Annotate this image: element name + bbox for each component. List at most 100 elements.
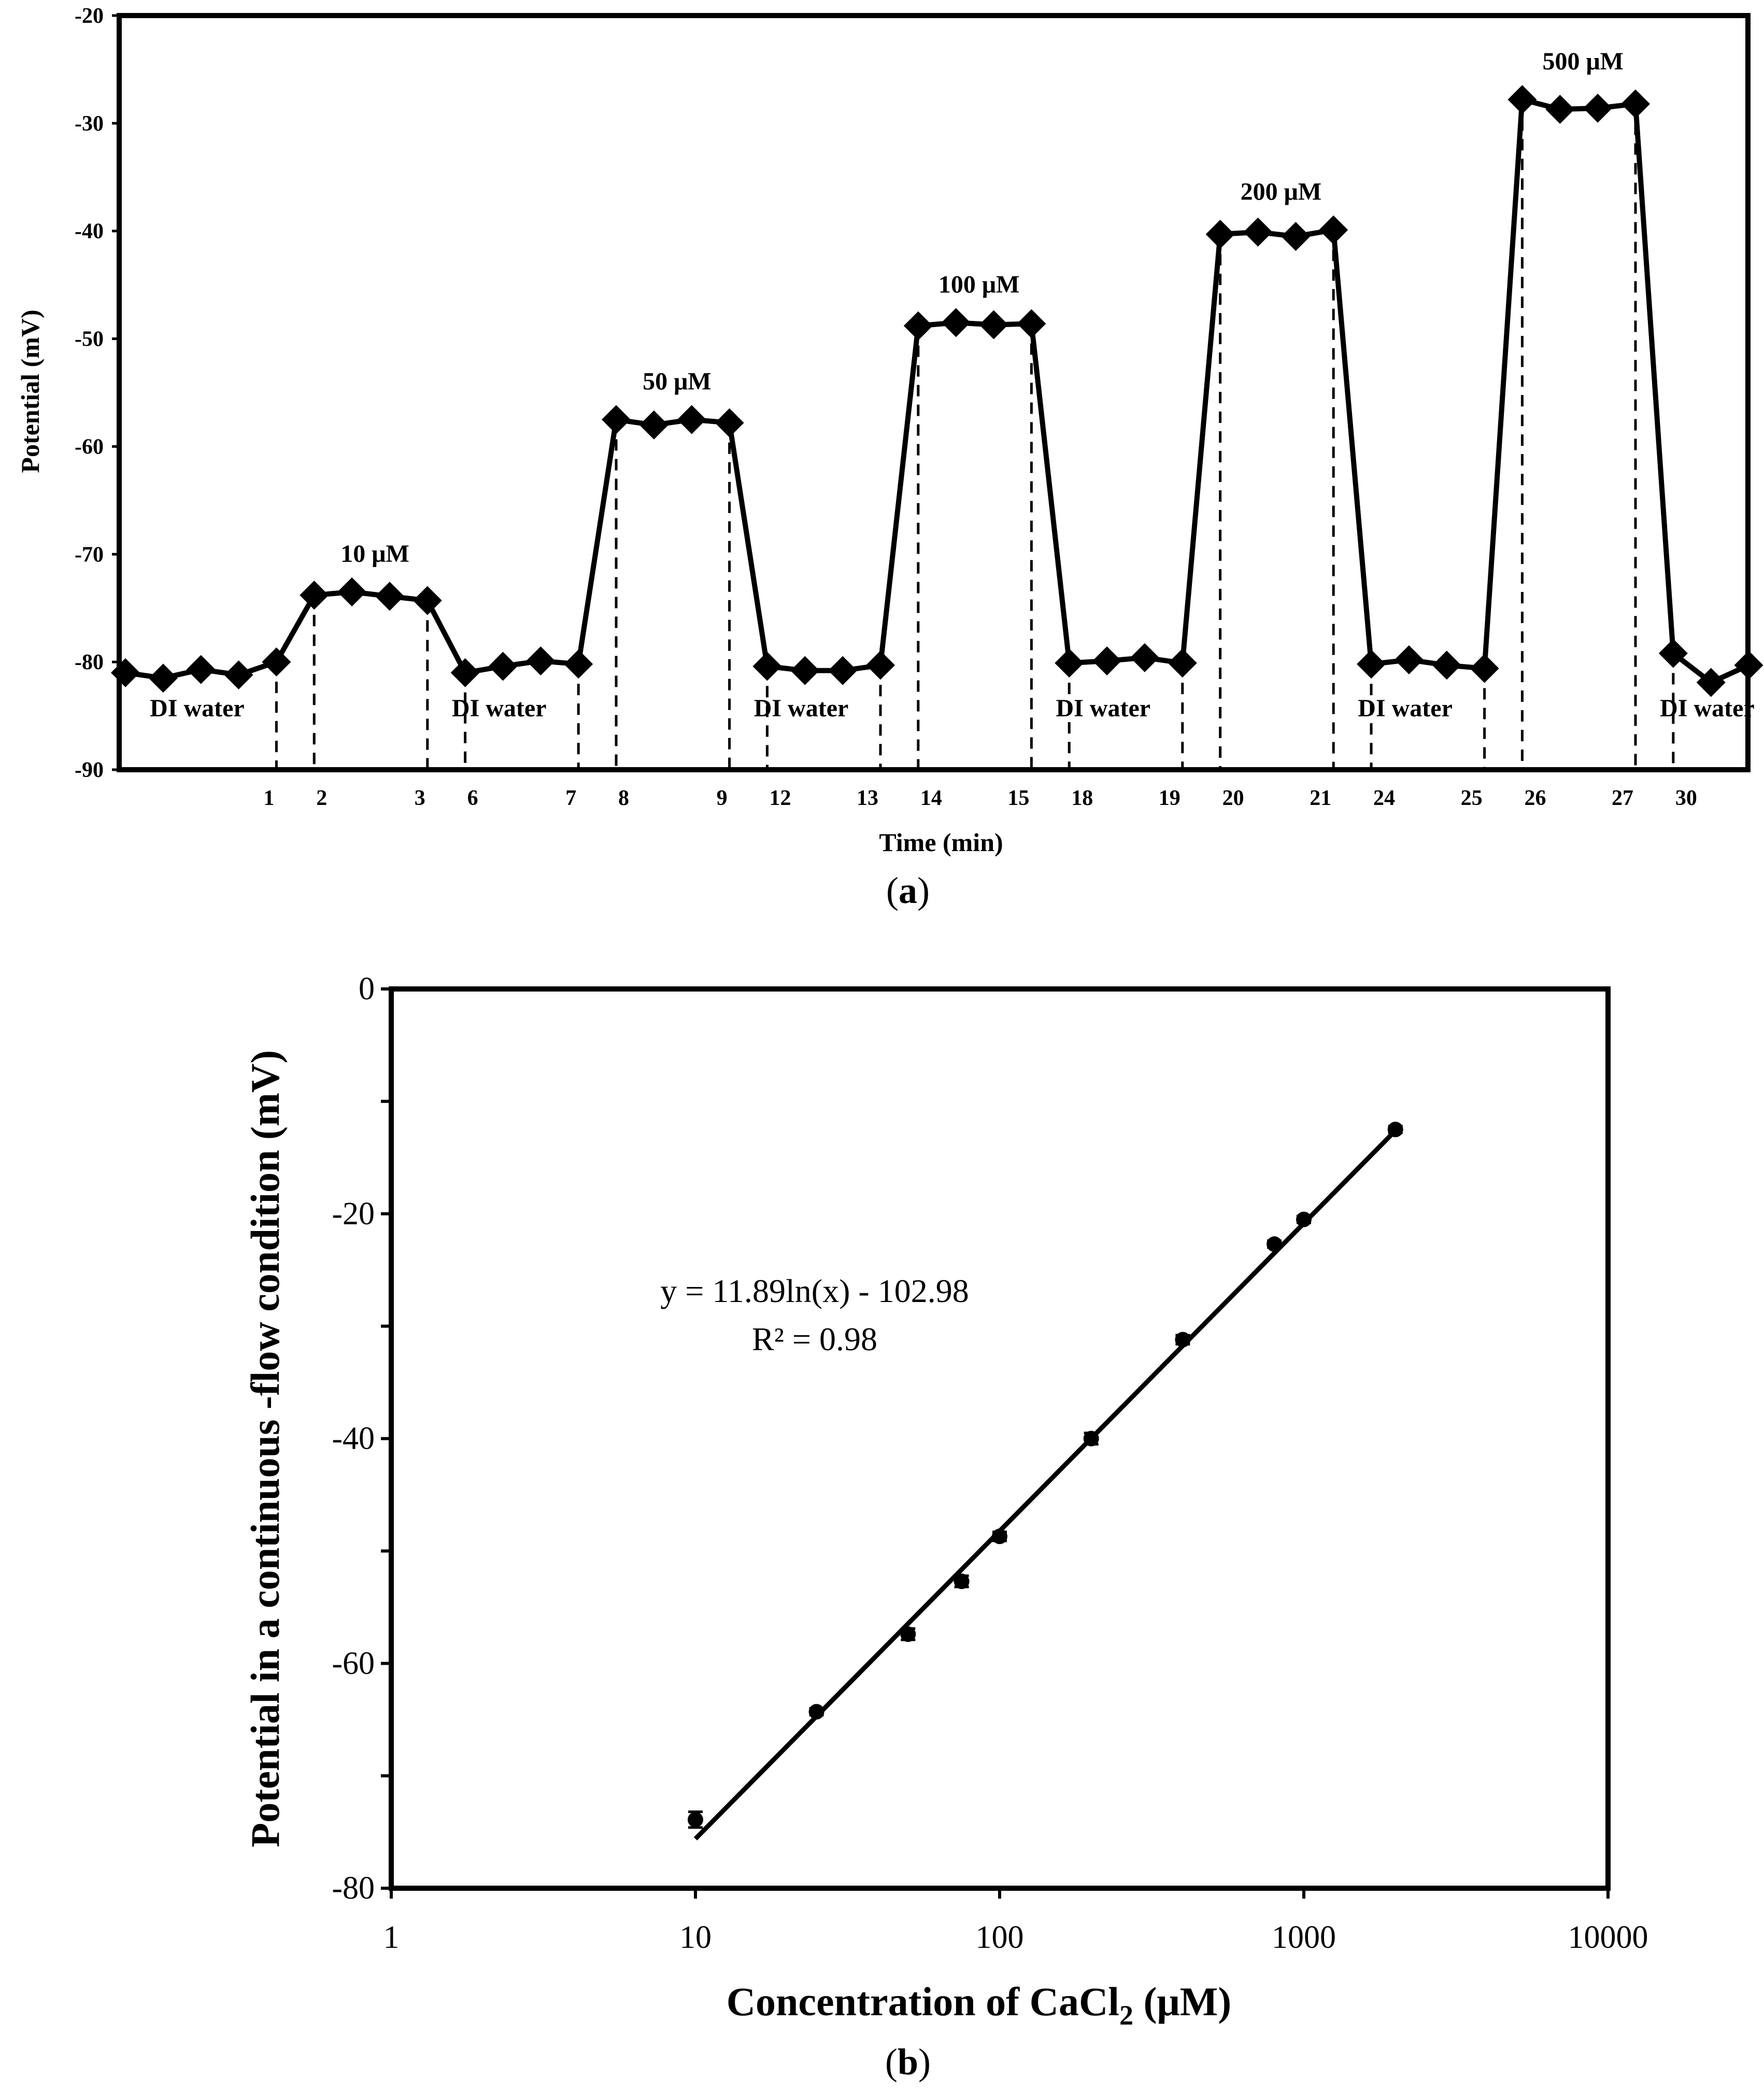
diamond-marker — [375, 582, 404, 611]
x-tick-label-a: 24 — [1373, 786, 1395, 810]
x-tick-label-a: 26 — [1524, 786, 1546, 810]
x-tick-label-b: 100 — [976, 1920, 1024, 1955]
diamond-marker — [1658, 639, 1688, 668]
di-water-labels: DI water DI water DI water DI water DI water… — [150, 695, 1755, 722]
panel-label-a: (a) — [886, 870, 930, 911]
diamond-marker — [790, 656, 820, 685]
diamond-marker — [224, 660, 253, 690]
plot-frame-a — [117, 13, 1751, 772]
y-tick-label-b: -40 — [332, 1421, 375, 1456]
diamond-marker — [1696, 668, 1726, 697]
data-point — [954, 1573, 970, 1589]
diamond-marker — [1243, 217, 1273, 247]
diamond-marker — [979, 310, 1008, 339]
x-axis-title-b-main: Concentration of CaCl — [727, 1979, 1119, 2024]
diamond-marker — [715, 408, 744, 437]
trendline-equation: y = 11.89ln(x) - 102.98 — [660, 1272, 969, 1309]
y-axis-title-a: Potential (mV) — [16, 309, 45, 473]
diamond-marker — [602, 405, 631, 434]
x-tick-label-a: 21 — [1310, 786, 1331, 810]
x-tick-label-b: 10 — [679, 1920, 712, 1955]
diamond-marker — [450, 658, 480, 687]
diamond-marker — [1583, 93, 1613, 123]
data-point — [688, 1812, 703, 1828]
diamond-marker — [337, 577, 367, 607]
data-point — [1267, 1236, 1283, 1252]
diamond-marker — [1055, 648, 1084, 678]
y-tick-label-a: -20 — [75, 4, 104, 28]
y-tick-label-a: -40 — [75, 220, 104, 244]
diamond-marker — [412, 586, 442, 615]
x-tick-label-a: 7 — [565, 786, 576, 810]
x-tick-label-a: 3 — [415, 786, 425, 810]
concentration-label: 50 μM — [643, 367, 712, 395]
data-point — [1083, 1431, 1099, 1447]
diamond-marker — [526, 646, 556, 676]
x-tick-label-a: 13 — [857, 786, 878, 810]
x-tick-label-b: 1 — [383, 1920, 400, 1955]
concentration-label: 10 μM — [340, 540, 409, 568]
y-tick-label-b: -60 — [332, 1646, 375, 1681]
x-axis-title-b-unit: (μM) — [1133, 1979, 1231, 2024]
x-tick-label-a: 14 — [920, 786, 942, 810]
chart-a: -20-30-40-50-60-70-80-90 1 2 3 6 7 8 9 12 13 14 15… — [16, 4, 1763, 911]
r-squared: R² = 0.98 — [752, 1321, 877, 1357]
diamond-marker — [1545, 94, 1575, 124]
di-water-label: DI water — [1358, 695, 1453, 722]
series-markers-potential — [111, 85, 1763, 697]
diamond-marker — [677, 405, 706, 434]
panel-letter-b: b — [898, 2041, 918, 2083]
diamond-marker — [186, 655, 216, 684]
y-tick-label-a: -30 — [75, 112, 104, 136]
diamond-marker — [1394, 645, 1424, 674]
diamond-marker — [1432, 650, 1461, 680]
di-water-label: DI water — [1660, 695, 1755, 722]
x-axis-title-a: Time (min) — [879, 828, 1003, 857]
y-tick-label-a: -70 — [75, 543, 104, 567]
x-tick-label-b: 1000 — [1272, 1920, 1336, 1955]
x-tick-label-a: 1 — [263, 786, 274, 810]
diamond-marker — [488, 652, 518, 681]
y-axis-title-b: Potential in a continuous -flow conditio… — [243, 1050, 288, 1847]
diamond-marker — [1205, 219, 1235, 249]
diamond-marker — [1017, 309, 1046, 338]
panel-label-b: (b) — [885, 2041, 931, 2083]
diamond-marker — [903, 311, 933, 341]
x-axis-title-b-sub: 2 — [1119, 2000, 1133, 2031]
concentration-annotations: 10 μM 50 μM 100 μM 200 μM 500 μM — [340, 48, 1624, 568]
x-tick-label-a: 25 — [1461, 786, 1483, 810]
di-water-label: DI water — [150, 695, 245, 722]
segment-boundary-lines — [275, 100, 1675, 770]
diamond-marker — [564, 649, 593, 679]
diamond-marker — [1130, 643, 1159, 672]
diamond-marker — [148, 663, 178, 693]
series-line-potential — [125, 97, 1750, 685]
x-tick-label-a: 20 — [1222, 786, 1244, 810]
diamond-marker — [1507, 85, 1537, 115]
x-tick-label-a: 15 — [1007, 786, 1029, 810]
data-point — [992, 1529, 1007, 1545]
x-axis-ticks-b: 1 10 100 1000 10000 — [383, 1888, 1648, 1955]
diamond-marker — [300, 581, 329, 610]
x-tick-label-a: 12 — [769, 786, 791, 810]
di-water-label: DI water — [1056, 695, 1151, 722]
x-tick-label-b: 10000 — [1568, 1920, 1648, 1955]
x-tick-label-a: 9 — [717, 786, 728, 810]
y-tick-label-a: -50 — [75, 328, 104, 351]
data-point — [900, 1626, 916, 1642]
diamond-marker — [1319, 215, 1348, 245]
diamond-marker — [752, 652, 782, 681]
x-tick-label-a: 8 — [618, 786, 629, 810]
concentration-label: 100 μM — [938, 271, 1020, 298]
y-axis-ticks-a: -20 -30 -40 -50 -60 -70 -80 -90 — [75, 4, 119, 782]
y-tick-label-a: -60 — [75, 435, 104, 459]
x-axis-ticks-a: 1 2 3 6 7 8 9 12 13 14 15 18 19 20 21 24 25 26 27 30 — [263, 786, 1697, 810]
panel-letter-a: a — [899, 870, 917, 911]
diamond-marker — [1281, 222, 1311, 251]
diamond-marker — [1621, 89, 1650, 119]
diamond-marker — [828, 656, 858, 685]
data-point — [1387, 1122, 1403, 1138]
x-tick-label-a: 30 — [1675, 786, 1697, 810]
di-water-label: DI water — [452, 695, 547, 722]
